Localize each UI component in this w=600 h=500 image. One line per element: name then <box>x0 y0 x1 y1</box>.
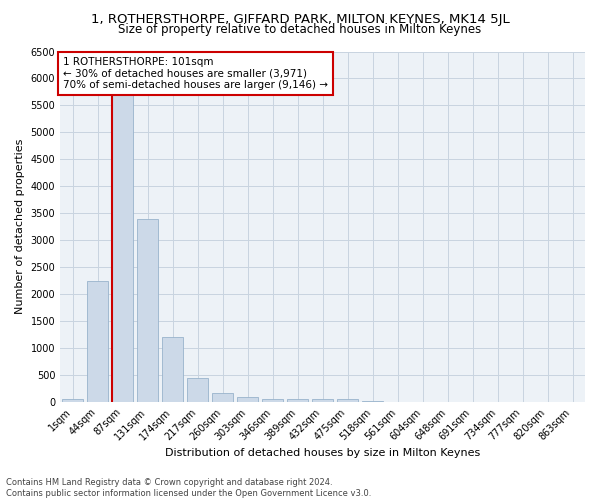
Bar <box>187 378 208 402</box>
Bar <box>312 399 333 402</box>
Bar <box>87 280 108 402</box>
Text: 1, ROTHERSTHORPE, GIFFARD PARK, MILTON KEYNES, MK14 5JL: 1, ROTHERSTHORPE, GIFFARD PARK, MILTON K… <box>91 12 509 26</box>
Bar <box>212 392 233 402</box>
Bar <box>337 399 358 402</box>
Bar <box>362 401 383 402</box>
Bar <box>137 218 158 402</box>
Bar <box>112 65 133 402</box>
X-axis label: Distribution of detached houses by size in Milton Keynes: Distribution of detached houses by size … <box>165 448 480 458</box>
Y-axis label: Number of detached properties: Number of detached properties <box>15 139 25 314</box>
Text: Contains HM Land Registry data © Crown copyright and database right 2024.
Contai: Contains HM Land Registry data © Crown c… <box>6 478 371 498</box>
Bar <box>262 399 283 402</box>
Bar <box>62 400 83 402</box>
Bar <box>162 338 183 402</box>
Text: Size of property relative to detached houses in Milton Keynes: Size of property relative to detached ho… <box>118 22 482 36</box>
Bar <box>237 396 258 402</box>
Bar <box>287 399 308 402</box>
Text: 1 ROTHERSTHORPE: 101sqm
← 30% of detached houses are smaller (3,971)
70% of semi: 1 ROTHERSTHORPE: 101sqm ← 30% of detache… <box>63 57 328 90</box>
